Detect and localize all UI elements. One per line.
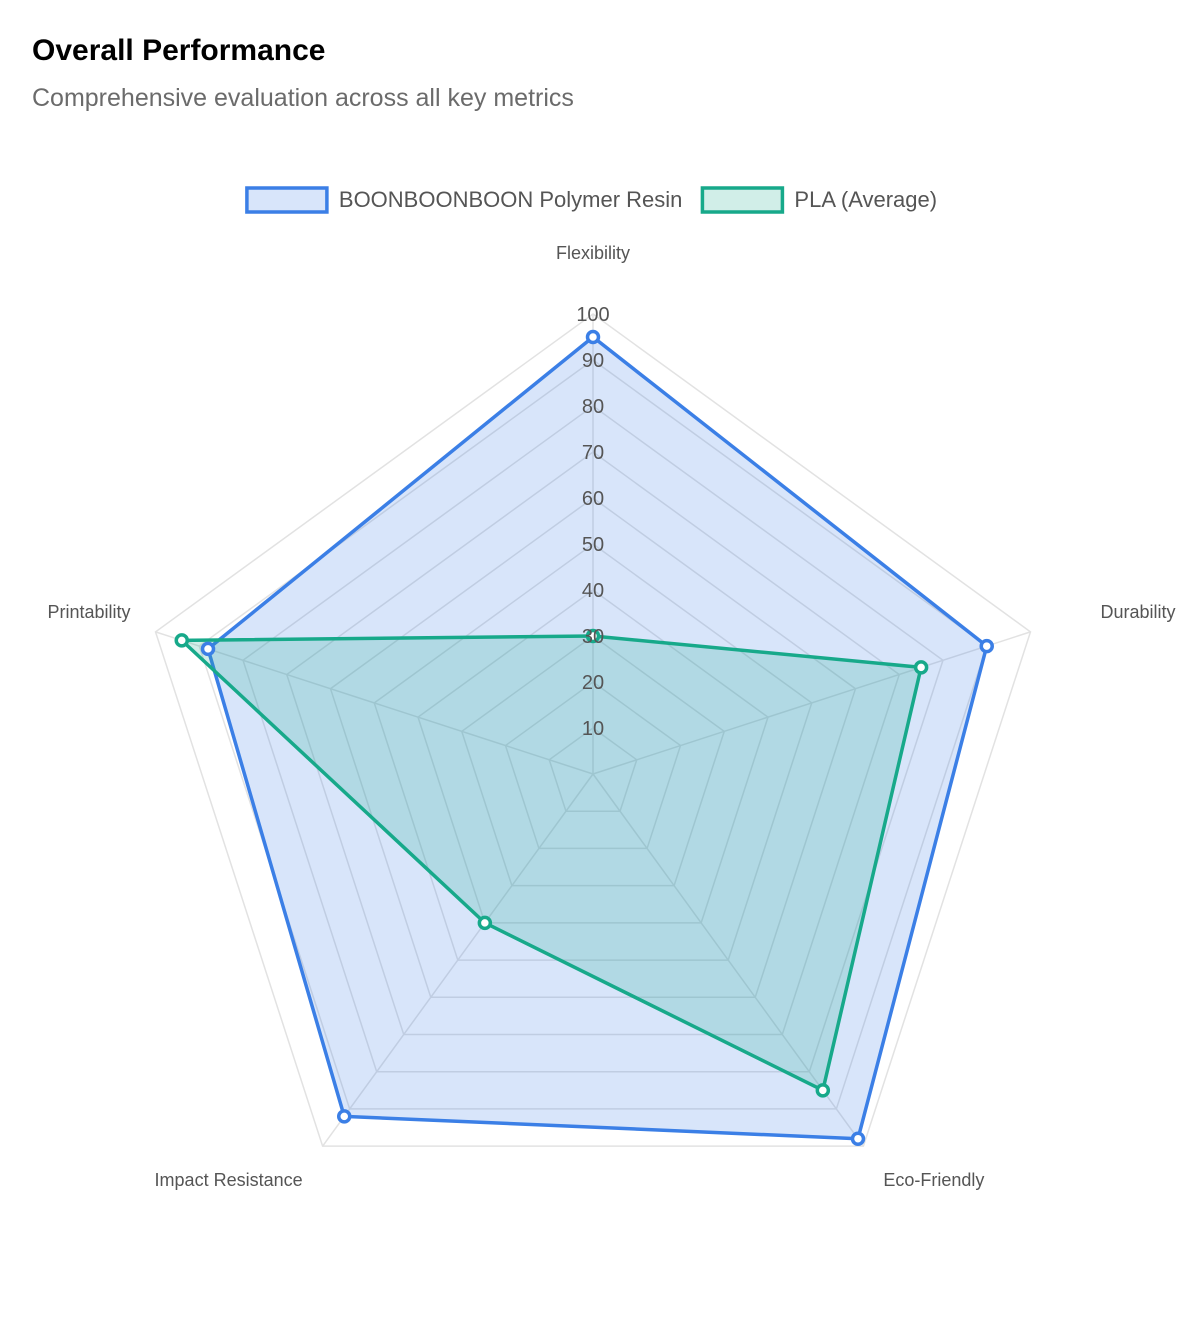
legend-label: PLA (Average) (794, 187, 937, 212)
axis-label: Printability (47, 602, 130, 622)
data-point[interactable] (585, 329, 601, 345)
tick-label: 30 (582, 626, 604, 648)
data-point[interactable] (815, 1083, 831, 1098)
legend-item[interactable]: BOONBOONBOON Polymer Resin (245, 186, 683, 214)
grid-spoke (592, 773, 864, 1147)
tick-label: 50 (582, 534, 604, 556)
legend-label: BOONBOONBOON Polymer Resin (339, 187, 683, 212)
radar-axis-labels: Flexibility Durability Eco-Friendly Impact … (47, 243, 1175, 1190)
data-point[interactable] (336, 1109, 352, 1124)
radar-tick-labels: 10 20 30 40 50 60 70 80 90 100 (576, 304, 609, 740)
tick-label: 20 (582, 672, 604, 694)
grid-ring (154, 313, 1032, 1147)
grid-ring (504, 681, 682, 850)
radar-series (174, 329, 994, 1146)
series-area (206, 335, 989, 1141)
legend-swatch (700, 186, 785, 214)
tick-label: 60 (582, 488, 604, 510)
data-point[interactable] (477, 915, 493, 931)
tick-label: 80 (582, 396, 604, 418)
tick-label: 100 (576, 304, 609, 326)
grid-ring (460, 635, 726, 887)
grid-spoke (592, 631, 1031, 775)
axis-label: Durability (1100, 602, 1175, 622)
axis-label: Impact Resistance (155, 1170, 303, 1190)
data-point[interactable] (200, 641, 216, 657)
legend: BOONBOONBOON Polymer Resin PLA (Average) (245, 186, 937, 214)
grid-spoke (322, 773, 594, 1147)
grid-ring (198, 359, 988, 1110)
legend-swatch (245, 186, 329, 214)
series-area (180, 634, 923, 1093)
tick-label: 70 (582, 442, 604, 464)
grid-ring (373, 543, 813, 961)
axis-label: Eco-Friendly (883, 1170, 984, 1190)
data-point[interactable] (913, 660, 929, 675)
tick-label: 90 (582, 350, 604, 372)
data-point[interactable] (585, 628, 601, 644)
data-point[interactable] (174, 633, 190, 648)
legend-item[interactable]: PLA (Average) (700, 186, 937, 214)
tick-label: 40 (582, 580, 604, 602)
grid-ring (242, 405, 944, 1073)
grid-ring (548, 727, 638, 812)
chart-title: Overall Performance (32, 34, 326, 67)
axis-label: Flexibility (556, 243, 630, 263)
data-point[interactable] (850, 1131, 866, 1146)
grid-ring (417, 589, 769, 924)
tick-label: 10 (582, 718, 604, 740)
chart-subtitle: Comprehensive evaluation across all key … (32, 84, 574, 112)
grid-spoke (155, 631, 594, 775)
data-point[interactable] (979, 638, 994, 654)
